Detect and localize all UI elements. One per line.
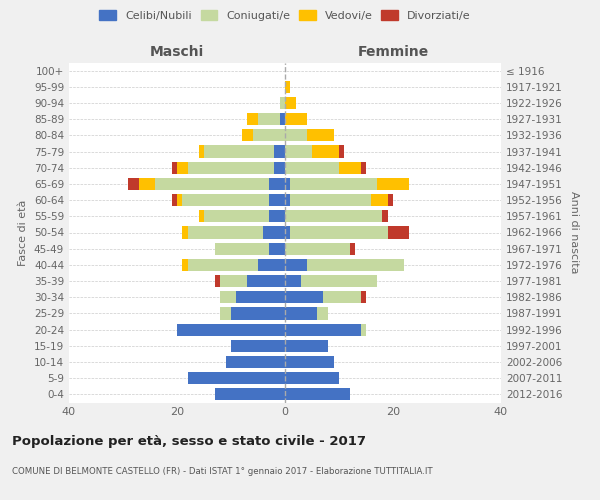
Bar (290, 226, 388, 238)
Bar (285, 130, 307, 141)
Bar (361, 291, 366, 304)
Text: Femmine: Femmine (358, 46, 428, 60)
Bar (128, 178, 139, 190)
Bar (317, 308, 328, 320)
Bar (258, 259, 285, 271)
Bar (188, 226, 263, 238)
Bar (285, 97, 296, 109)
Bar (188, 162, 274, 174)
Bar (269, 242, 285, 255)
Bar (188, 259, 258, 271)
Bar (301, 275, 377, 287)
Bar (263, 226, 285, 238)
Bar (226, 356, 285, 368)
Bar (285, 113, 307, 125)
Bar (382, 210, 388, 222)
Text: Maschi: Maschi (150, 46, 204, 60)
Bar (285, 242, 350, 255)
Bar (220, 275, 247, 287)
Bar (274, 146, 285, 158)
Bar (242, 130, 253, 141)
Bar (307, 130, 334, 141)
Bar (290, 178, 377, 190)
Bar (231, 308, 285, 320)
Bar (231, 340, 285, 352)
Bar (285, 226, 290, 238)
Bar (285, 291, 323, 304)
Bar (285, 259, 307, 271)
Bar (269, 178, 285, 190)
Bar (285, 308, 317, 320)
Bar (361, 162, 366, 174)
Bar (182, 259, 188, 271)
Bar (247, 275, 285, 287)
Bar (215, 242, 269, 255)
Bar (339, 146, 344, 158)
Text: COMUNE DI BELMONTE CASTELLO (FR) - Dati ISTAT 1° gennaio 2017 - Elaborazione TUT: COMUNE DI BELMONTE CASTELLO (FR) - Dati … (12, 468, 433, 476)
Bar (371, 194, 388, 206)
Text: Popolazione per età, sesso e stato civile - 2017: Popolazione per età, sesso e stato civil… (12, 435, 366, 448)
Bar (177, 194, 182, 206)
Bar (199, 210, 204, 222)
Bar (269, 194, 285, 206)
Bar (220, 291, 236, 304)
Bar (350, 242, 355, 255)
Bar (274, 162, 285, 174)
Bar (172, 194, 177, 206)
Bar (215, 388, 285, 400)
Bar (139, 178, 155, 190)
Bar (199, 146, 204, 158)
Bar (377, 178, 409, 190)
Bar (177, 162, 188, 174)
Y-axis label: Anni di nascita: Anni di nascita (569, 191, 579, 274)
Bar (285, 388, 350, 400)
Bar (285, 340, 328, 352)
Bar (220, 308, 231, 320)
Bar (312, 146, 339, 158)
Bar (204, 146, 274, 158)
Bar (285, 372, 339, 384)
Bar (182, 226, 188, 238)
Bar (285, 162, 339, 174)
Bar (388, 226, 409, 238)
Y-axis label: Fasce di età: Fasce di età (19, 200, 28, 266)
Bar (269, 210, 285, 222)
Bar (361, 324, 366, 336)
Bar (247, 113, 258, 125)
Bar (188, 372, 285, 384)
Bar (388, 194, 393, 206)
Bar (204, 210, 269, 222)
Bar (285, 356, 334, 368)
Bar (215, 275, 220, 287)
Bar (253, 130, 285, 141)
Bar (280, 113, 285, 125)
Bar (285, 210, 382, 222)
Bar (258, 113, 280, 125)
Bar (155, 178, 269, 190)
Bar (285, 194, 290, 206)
Bar (285, 80, 290, 93)
Bar (307, 259, 404, 271)
Bar (285, 146, 312, 158)
Legend: Celibi/Nubili, Coniugati/e, Vedovi/e, Divorziati/e: Celibi/Nubili, Coniugati/e, Vedovi/e, Di… (95, 6, 475, 25)
Bar (182, 194, 269, 206)
Bar (285, 324, 361, 336)
Bar (339, 162, 361, 174)
Bar (177, 324, 285, 336)
Bar (172, 162, 177, 174)
Bar (290, 194, 371, 206)
Bar (236, 291, 285, 304)
Bar (323, 291, 361, 304)
Bar (280, 97, 285, 109)
Bar (285, 275, 301, 287)
Bar (285, 178, 290, 190)
